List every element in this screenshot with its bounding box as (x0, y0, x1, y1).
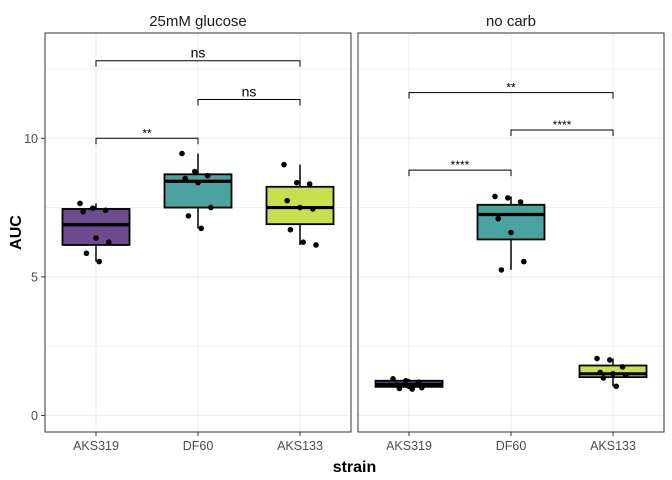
y-axis-title: AUC (8, 215, 25, 250)
box-aks133 (578, 355, 648, 390)
significance-bracket: ns (197, 84, 301, 106)
data-point (594, 355, 600, 362)
data-point (419, 384, 425, 391)
data-point (492, 193, 498, 200)
data-point (294, 179, 300, 186)
data-point (597, 369, 603, 376)
significance-bracket: ** (408, 81, 614, 99)
x-tick-label: AKS319 (73, 439, 119, 453)
bracket-line (510, 129, 614, 136)
data-point (517, 199, 524, 205)
significance-label: ns (191, 45, 206, 61)
x-tick-label: DF60 (496, 439, 527, 453)
panel-1: 25mM glucose ** ns ns AKS319 DF60 AKS133 (44, 13, 352, 453)
data-point (284, 197, 291, 204)
data-point (179, 150, 185, 157)
data-point (287, 226, 294, 233)
box-df60 (163, 150, 233, 232)
data-point (390, 376, 396, 382)
y-axis: 0 5 10 (24, 132, 45, 423)
data-point (106, 239, 112, 245)
bracket-line (408, 169, 512, 177)
box-aks319 (374, 376, 444, 392)
data-point (610, 371, 616, 377)
significance-bracket: **** (408, 158, 512, 177)
x-axis-title: strain (333, 459, 377, 476)
box-body (163, 173, 233, 209)
data-point (80, 208, 86, 215)
data-point (208, 204, 214, 211)
box-aks319 (61, 200, 131, 265)
bracket-line (408, 92, 614, 99)
data-point (93, 235, 99, 241)
panel-title: 25mM glucose (149, 13, 247, 30)
bracket-line (95, 137, 199, 145)
panel-title: no carb (486, 13, 536, 30)
box-aks133 (265, 161, 335, 248)
data-point (393, 382, 400, 388)
data-point (102, 207, 109, 214)
significance-label: **** (451, 158, 470, 172)
significance-bracket: ns (95, 45, 301, 67)
data-point (185, 213, 192, 219)
data-point (306, 181, 313, 187)
significance-label: ** (506, 81, 516, 95)
bracket-line (95, 60, 301, 67)
bracket-line (197, 99, 301, 106)
data-point (195, 179, 201, 186)
data-point (310, 206, 316, 212)
data-point (508, 229, 514, 236)
significance-label: ** (142, 126, 152, 140)
significance-bracket: ** (95, 126, 199, 145)
x-tick-label: AKS133 (590, 439, 636, 453)
data-point (396, 385, 403, 392)
data-point (505, 195, 511, 201)
data-point (607, 357, 613, 363)
data-point (182, 175, 188, 182)
y-tick-label: 5 (31, 270, 38, 284)
data-point (313, 242, 319, 248)
data-point (297, 204, 303, 211)
data-point (600, 375, 607, 381)
data-point (415, 379, 422, 385)
x-tick-label: AKS319 (386, 439, 432, 453)
data-point (619, 364, 626, 370)
y-tick-label: 0 (31, 409, 38, 423)
data-point (77, 200, 83, 207)
data-point (96, 258, 102, 265)
y-tick-label: 10 (24, 132, 38, 146)
x-tick-label: AKS133 (277, 439, 323, 453)
significance-label: **** (553, 118, 572, 132)
data-point (204, 172, 211, 179)
data-point (521, 258, 527, 265)
x-tick-label: DF60 (183, 439, 214, 453)
data-point (198, 225, 204, 232)
data-point (623, 372, 629, 378)
data-point (83, 250, 90, 257)
box-df60 (476, 193, 546, 273)
significance-bracket: **** (510, 118, 614, 136)
panel-2: no carb**********AKS319 DF60 AKS133 (357, 13, 665, 453)
data-point (192, 168, 198, 175)
significance-label: ns (242, 84, 257, 100)
data-point (300, 239, 307, 245)
data-point (613, 383, 619, 390)
data-point (90, 205, 96, 211)
data-point (409, 386, 416, 392)
data-point (498, 267, 505, 273)
data-point (495, 215, 502, 222)
data-point (281, 161, 287, 168)
data-point (403, 377, 409, 384)
